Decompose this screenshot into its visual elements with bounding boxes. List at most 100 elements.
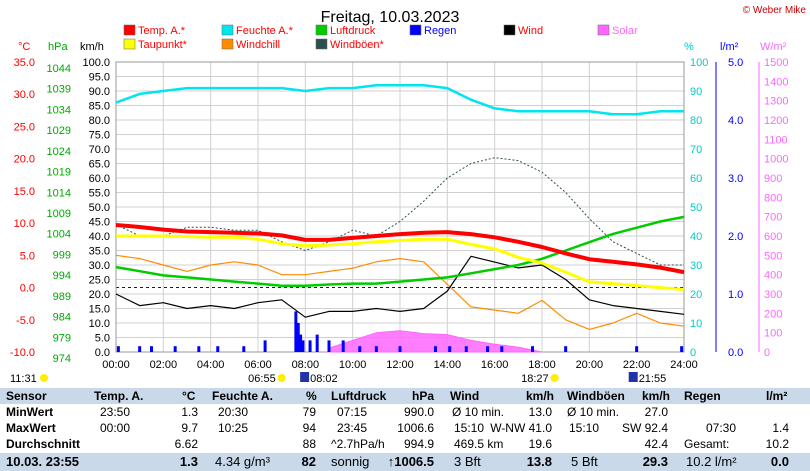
wind-tick: 10.0: [89, 318, 110, 330]
wind-tick: 60.0: [89, 173, 110, 185]
rain-bar: [448, 346, 452, 352]
press-tick: 984: [53, 312, 71, 324]
table-header-cell: hPa: [412, 389, 435, 403]
wind-tick: 30.0: [89, 260, 110, 272]
hum-tick: 60: [690, 173, 702, 185]
press-tick: 1039: [47, 84, 71, 96]
temp-tick: 30.0: [14, 89, 35, 101]
series-dewpoint: [116, 234, 685, 291]
sunrise-label: 06:55: [248, 373, 276, 385]
rain-tick: 3.0: [728, 173, 743, 185]
table-cell: 1006.6: [397, 421, 434, 435]
rain-bar: [150, 346, 153, 352]
footer-cell: 3 Bft: [454, 454, 481, 469]
table-cell: 42.4: [644, 437, 668, 451]
table-header-cell: l/m²: [766, 389, 788, 403]
x-tick: 18:00: [528, 359, 556, 371]
solar-unit: W/m²: [760, 41, 787, 53]
hum-tick: 100: [690, 57, 708, 69]
table-cell: 994.9: [403, 437, 434, 451]
temp-tick: -10.0: [10, 347, 35, 359]
table-header-cell: km/h: [526, 389, 555, 403]
table-cell: 9.7: [181, 421, 198, 435]
press-tick: 1029: [47, 125, 71, 137]
legend-label: Windchill: [236, 39, 280, 51]
solar-tick: 1500: [764, 57, 788, 69]
moonset-label: 08:02: [310, 373, 338, 385]
rain-bar: [301, 340, 305, 352]
press-tick: 1044: [47, 63, 71, 75]
wind-tick: 70.0: [89, 144, 110, 156]
hum-unit: %: [684, 41, 694, 53]
x-tick: 22:00: [623, 359, 651, 371]
series-wind: [115, 255, 685, 318]
series-humidity: [115, 83, 684, 116]
hum-tick: 40: [690, 231, 702, 243]
table-cell: 94: [302, 421, 316, 435]
press-tick: 1034: [47, 104, 71, 116]
moonrise-label: 21:55: [639, 373, 667, 385]
table-cell: 00:00: [100, 421, 131, 435]
table-cell: 27.0: [644, 405, 668, 419]
x-tick: 12:00: [386, 359, 414, 371]
solar-tick: 1000: [764, 154, 788, 166]
press-tick: 989: [53, 291, 71, 303]
table-header-cell: %: [306, 389, 317, 403]
wind-tick: 90.0: [89, 86, 110, 98]
x-tick: 16:00: [481, 359, 509, 371]
footer-cell: 4.34 g/m³: [215, 454, 270, 469]
legend-label: Wind: [518, 25, 543, 37]
wind-tick: 55.0: [89, 188, 110, 200]
legend-swatch: [221, 38, 234, 50]
rain-bar: [296, 323, 300, 352]
legend-swatch: [315, 38, 328, 50]
rain-unit: l/m²: [720, 41, 739, 53]
press-tick: 1004: [47, 229, 71, 241]
rain-bar: [374, 346, 378, 352]
press-tick: 1009: [47, 208, 71, 220]
series-windgusts: [115, 157, 684, 266]
table-header-cell: Wind: [450, 389, 480, 403]
table-cell: 79: [302, 405, 316, 419]
x-tick: 02:00: [150, 359, 178, 371]
rain-tick: 2.0: [728, 231, 743, 243]
wind-tick: 100.0: [82, 57, 110, 69]
legend-label: Taupunkt*: [138, 39, 188, 51]
footer-cell: 0.0: [770, 454, 789, 469]
table-cell: 20:30: [218, 405, 249, 419]
rain-bar: [242, 346, 246, 352]
wind-tick: 85.0: [89, 101, 110, 113]
sunset-icon: [550, 374, 559, 382]
solar-tick: 200: [764, 308, 782, 320]
table-cell: 1.3: [181, 405, 198, 419]
table-cell: 469.5 km: [454, 437, 504, 451]
legend-swatch: [315, 24, 328, 36]
wind-tick: 5.0: [95, 333, 110, 345]
table-cell: ^2.7hPa/h: [331, 437, 385, 451]
wind-tick: 45.0: [89, 217, 110, 229]
table-cell: 15:10: [454, 421, 485, 435]
table-footer: 10.03. 23:55 1.3 4.34 g/m³ 82 sonnig ↑1006.5 3…: [0, 453, 810, 471]
hum-tick: 70: [690, 144, 702, 156]
rain-bar: [434, 346, 437, 352]
press-tick: 1014: [47, 187, 71, 199]
series-windchill: [115, 254, 685, 330]
rain-bar: [358, 346, 362, 352]
solar-tick: 300: [764, 289, 782, 301]
hum-tick: 90: [690, 86, 702, 98]
table-cell: 10:25: [218, 421, 249, 435]
wind-tick: 65.0: [89, 159, 110, 171]
press-tick: 994: [53, 270, 71, 282]
hum-tick: 50: [690, 202, 702, 214]
footer-cell: 29.3: [642, 454, 668, 469]
wind-tick: 50.0: [89, 202, 110, 214]
temp-tick: -5.0: [16, 315, 35, 327]
legend-label: Feuchte A.*: [236, 25, 294, 37]
x-tick: 04:00: [197, 359, 225, 371]
press-tick: 974: [53, 353, 71, 365]
rain-bar: [486, 346, 490, 352]
rain-bar: [500, 346, 504, 352]
x-tick: 00:00: [102, 359, 130, 371]
x-tick: 24:00: [670, 359, 698, 371]
rain-bar: [398, 346, 402, 352]
